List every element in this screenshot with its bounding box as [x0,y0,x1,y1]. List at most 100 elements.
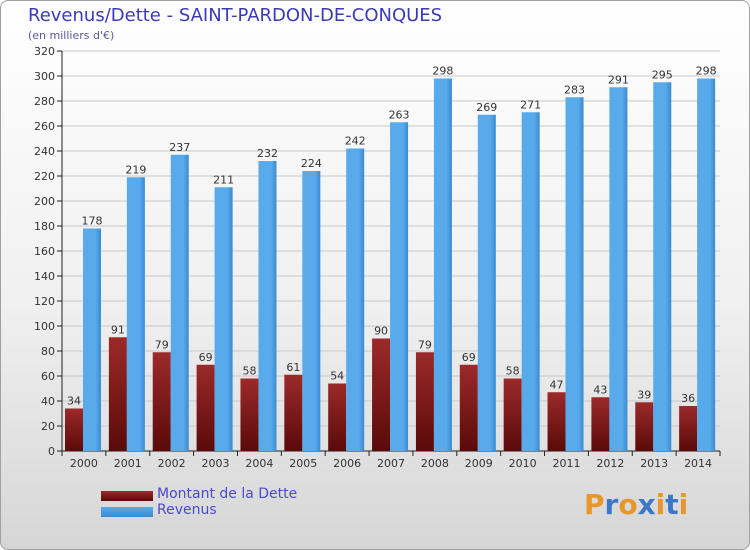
data-label-revenue: 224 [301,157,322,170]
x-tick-label: 2007 [377,457,405,470]
bar-debt [679,406,698,451]
bar-revenue [170,154,189,451]
data-label-debt: 47 [550,378,564,391]
legend-label-debt: Montant de la Dette [157,486,298,502]
bar-debt [284,374,303,451]
data-label-debt: 79 [418,338,432,351]
proxiti-logo: Proxiti [584,488,689,521]
x-tick-label: 2009 [465,457,493,470]
data-label-debt: 69 [462,351,476,364]
x-tick-label: 2003 [202,457,230,470]
y-tick-label: 140 [34,270,55,283]
data-label-debt: 54 [330,370,344,383]
bar-revenue [390,122,409,451]
x-tick-label: 2014 [684,457,712,470]
bar-revenue [258,161,277,451]
bar-revenue [214,187,233,451]
data-label-debt: 58 [506,365,520,378]
bar-revenue [83,228,101,451]
bar-debt [65,408,83,451]
data-label-debt: 39 [637,388,651,401]
legend-swatch-revenue [101,507,153,517]
x-tick-label: 2005 [289,457,317,470]
data-label-revenue: 232 [257,147,278,160]
bar-debt [196,364,215,451]
x-tick-label: 2013 [640,457,668,470]
y-tick-label: 20 [41,420,55,433]
data-label-revenue: 271 [520,98,541,111]
x-tick-label: 2006 [333,457,361,470]
data-label-revenue: 295 [652,68,673,81]
chart-title: Revenus/Dette - SAINT-PARDON-DE-CONQUES [28,5,443,26]
x-tick-label: 2012 [596,457,624,470]
y-tick-label: 0 [48,445,55,458]
data-label-revenue: 298 [696,65,717,78]
y-tick-label: 300 [34,70,55,83]
bar-revenue [346,148,365,451]
x-tick-label: 2010 [509,457,537,470]
bar-debt [108,337,127,451]
bar-debt [503,378,522,451]
data-label-revenue: 178 [82,215,103,228]
data-label-revenue: 242 [345,135,366,148]
bar-debt [459,364,478,451]
data-label-revenue: 291 [608,73,629,86]
bar-debt [591,397,610,451]
bar-revenue [521,112,540,451]
data-label-debt: 90 [374,325,388,338]
bar-revenue [433,78,452,451]
data-label-debt: 43 [593,383,607,396]
legend-label-revenue: Revenus [157,502,217,518]
y-tick-label: 100 [34,320,55,333]
data-label-revenue: 269 [476,101,497,114]
data-label-revenue: 237 [169,141,190,154]
bar-revenue [302,171,321,451]
data-label-debt: 58 [242,365,256,378]
bar-debt [152,352,171,451]
data-label-debt: 36 [681,392,695,405]
y-tick-label: 80 [41,345,55,358]
y-tick-label: 200 [34,195,55,208]
x-tick-label: 2008 [421,457,449,470]
x-tick-label: 2002 [158,457,186,470]
data-label-revenue: 263 [389,108,410,121]
y-tick-label: 240 [34,145,55,158]
y-tick-label: 160 [34,245,55,258]
x-tick-label: 2004 [245,457,273,470]
data-label-debt: 61 [286,361,300,374]
bar-debt [547,392,566,451]
y-tick-label: 260 [34,120,55,133]
y-tick-label: 40 [41,395,55,408]
data-label-debt: 69 [199,351,213,364]
bar-revenue [126,177,145,451]
bar-debt [240,378,259,451]
y-tick-label: 60 [41,370,55,383]
y-tick-label: 280 [34,95,55,108]
bar-debt [635,402,654,451]
data-label-debt: 91 [111,323,125,336]
y-tick-label: 120 [34,295,55,308]
data-label-revenue: 283 [564,83,585,96]
bar-revenue [653,82,672,451]
bar-revenue [565,97,584,451]
bar-debt [372,338,391,451]
x-tick-label: 2000 [70,457,98,470]
data-label-debt: 79 [155,338,169,351]
x-tick-label: 2011 [552,457,580,470]
data-label-revenue: 298 [432,65,453,78]
bar-debt [415,352,434,451]
data-label-debt: 34 [67,395,81,408]
y-tick-label: 220 [34,170,55,183]
legend-swatch-debt [101,491,153,501]
bar-revenue [477,114,496,451]
data-label-revenue: 211 [213,173,234,186]
y-tick-label: 180 [34,220,55,233]
x-tick-label: 2001 [114,457,142,470]
bar-debt [328,383,347,451]
data-label-revenue: 219 [125,163,146,176]
bar-revenue [697,78,716,451]
chart-subtitle: (en milliers d'€) [28,29,115,42]
y-tick-label: 320 [34,45,55,58]
